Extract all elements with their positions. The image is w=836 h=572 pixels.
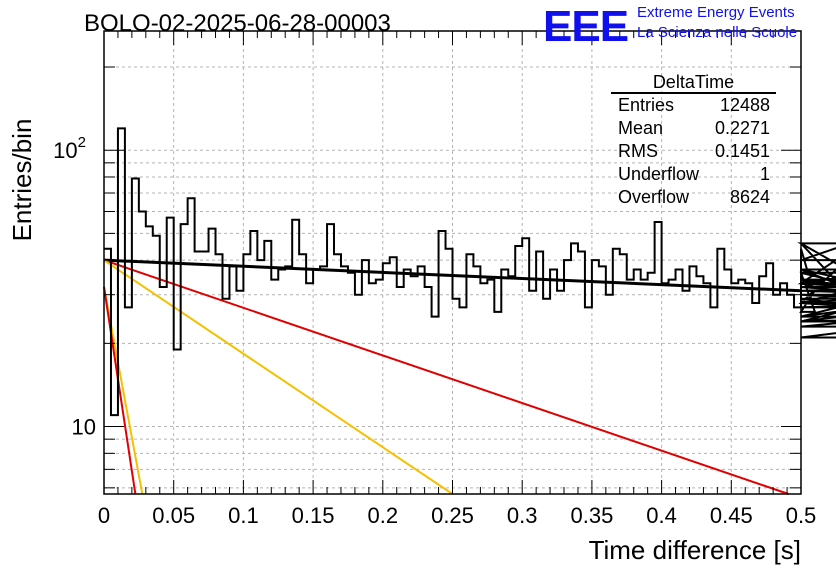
y-tick-label: 102 xyxy=(53,134,86,163)
x-tick-labels: 0 0.05 0.1 0.15 0.2 0.25 0.3 0.35 0.4 0.45 0.5 xyxy=(98,503,816,528)
y-tick-label: 10 xyxy=(72,415,96,440)
x-tick-label: 0.1 xyxy=(228,503,259,528)
fit-line xyxy=(103,286,137,495)
stats-value: 0.1451 xyxy=(714,141,770,161)
grid-lines xyxy=(104,31,801,494)
x-tick-label: 0.2 xyxy=(368,503,399,528)
eee-logo: EEE xyxy=(543,2,629,51)
stats-label: Overflow xyxy=(618,187,690,207)
logo-subtitle-2: La Scienza nelle Scuole xyxy=(637,24,798,41)
x-tick-label: 0 xyxy=(98,503,110,528)
stats-value: 0.2271 xyxy=(714,118,770,138)
histogram-line xyxy=(104,127,836,417)
stats-row: Overflow 8624 xyxy=(611,186,776,209)
x-tick-label: 0.05 xyxy=(152,503,195,528)
x-tick-label: 0.4 xyxy=(646,503,677,528)
stats-value: 1 xyxy=(759,164,770,184)
axis-ticks xyxy=(103,31,802,494)
x-tick-label: 0.15 xyxy=(292,503,335,528)
fit-line xyxy=(103,259,789,495)
stats-row: Mean 0.2271 xyxy=(611,117,776,140)
chart-title: BOLO-02-2025-06-28-00003 xyxy=(84,10,391,37)
stats-label: Mean xyxy=(618,118,664,138)
x-tick-label: 0.25 xyxy=(431,503,474,528)
fit-line xyxy=(103,286,144,495)
fit-line xyxy=(103,259,454,495)
stats-title: DeltaTime xyxy=(611,72,776,94)
stats-row: Underflow 1 xyxy=(611,163,776,186)
x-tick-label: 0.3 xyxy=(507,503,538,528)
x-tick-label: 0.35 xyxy=(570,503,613,528)
x-axis-label: Time difference [s] xyxy=(589,535,801,565)
stats-label: Entries xyxy=(618,95,675,115)
logo-subtitle-1: Extreme Energy Events xyxy=(637,4,795,21)
stats-label: RMS xyxy=(618,141,658,161)
y-axis-label: Entries/bin xyxy=(7,119,37,242)
stats-row: RMS 0.1451 xyxy=(611,140,776,163)
stats-box: DeltaTime Entries 12488 Mean 0.2271 RMS 0.1… xyxy=(611,72,776,209)
stats-row: Entries 12488 xyxy=(611,94,776,117)
stats-label: Underflow xyxy=(618,164,700,184)
stats-value: 8624 xyxy=(729,187,770,207)
x-tick-label: 0.5 xyxy=(786,503,817,528)
y-tick-labels: 10 102 xyxy=(53,134,96,439)
stats-value: 12488 xyxy=(719,95,770,115)
x-tick-label: 0.45 xyxy=(710,503,753,528)
